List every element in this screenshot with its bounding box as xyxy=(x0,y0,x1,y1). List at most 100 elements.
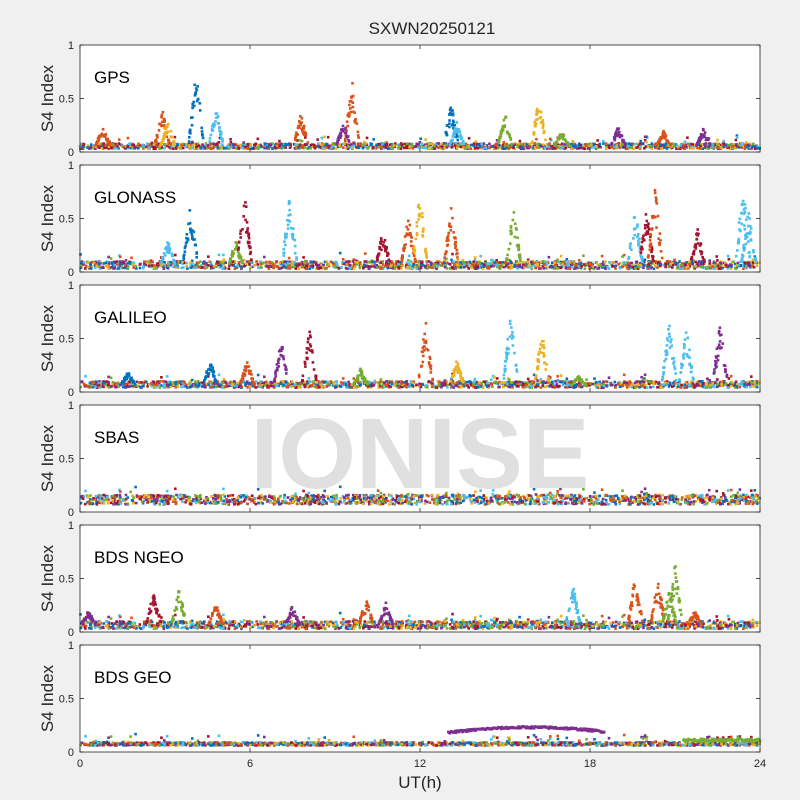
data-point xyxy=(343,142,346,146)
data-point xyxy=(630,248,633,252)
data-point xyxy=(658,232,662,235)
data-point xyxy=(509,229,512,233)
data-point xyxy=(700,142,703,146)
data-point xyxy=(246,386,249,389)
data-point xyxy=(364,146,368,149)
data-point xyxy=(385,245,388,249)
data-point xyxy=(516,267,519,270)
data-point xyxy=(699,262,703,266)
data-point xyxy=(752,249,755,252)
data-point xyxy=(192,238,195,241)
data-point xyxy=(664,142,668,145)
data-point xyxy=(79,261,83,265)
data-point xyxy=(590,266,594,270)
data-point xyxy=(593,382,596,386)
data-point xyxy=(706,377,709,380)
data-point xyxy=(605,146,608,149)
data-point xyxy=(477,382,480,386)
data-point xyxy=(613,134,617,137)
data-point xyxy=(628,146,632,150)
data-point xyxy=(169,385,172,388)
data-point xyxy=(344,131,348,135)
data-point xyxy=(561,383,565,387)
data-point xyxy=(208,142,212,145)
data-point xyxy=(449,207,453,210)
data-point xyxy=(641,257,644,261)
data-point xyxy=(663,132,667,136)
data-point xyxy=(377,260,380,264)
data-point xyxy=(533,146,537,149)
data-point xyxy=(237,261,241,264)
data-point xyxy=(536,262,540,266)
data-point xyxy=(668,260,672,264)
data-point xyxy=(655,202,659,205)
data-point xyxy=(461,259,465,262)
data-point xyxy=(108,142,111,145)
data-point xyxy=(111,264,115,267)
data-point xyxy=(509,224,513,228)
data-point xyxy=(216,260,219,264)
data-point xyxy=(137,142,140,146)
data-point xyxy=(339,132,342,136)
data-point xyxy=(746,263,750,267)
data-point xyxy=(629,242,632,245)
data-point xyxy=(754,256,757,260)
data-point xyxy=(724,262,727,265)
data-point xyxy=(700,252,703,256)
data-point xyxy=(303,265,307,269)
data-point xyxy=(536,379,539,382)
data-point xyxy=(558,144,561,148)
data-point xyxy=(79,253,82,256)
data-point xyxy=(400,143,404,147)
data-point xyxy=(425,253,428,257)
data-point xyxy=(405,146,408,150)
data-point xyxy=(740,259,744,263)
data-point xyxy=(426,142,430,145)
data-point xyxy=(672,142,675,146)
data-point xyxy=(377,386,381,389)
data-point xyxy=(703,135,706,138)
data-point xyxy=(447,262,451,265)
data-point xyxy=(744,237,747,240)
data-point xyxy=(690,146,693,150)
data-point xyxy=(340,128,343,131)
data-point xyxy=(293,260,296,264)
data-point xyxy=(386,147,390,150)
data-point xyxy=(300,121,303,124)
data-point xyxy=(449,106,453,110)
data-point xyxy=(418,265,422,268)
data-point xyxy=(109,257,113,260)
data-point xyxy=(236,250,240,254)
data-point xyxy=(639,384,643,387)
data-point xyxy=(162,265,165,268)
data-point xyxy=(559,134,562,137)
data-point xyxy=(517,248,520,252)
data-point xyxy=(216,115,220,118)
data-point xyxy=(403,142,406,146)
data-point xyxy=(715,380,718,383)
data-point xyxy=(200,381,204,384)
data-point xyxy=(401,385,404,389)
data-point xyxy=(453,236,456,239)
data-point xyxy=(434,263,437,266)
data-point xyxy=(300,265,304,269)
data-point xyxy=(606,265,609,269)
data-point xyxy=(285,261,288,264)
data-point xyxy=(589,263,593,267)
data-point xyxy=(456,138,460,142)
data-point xyxy=(579,143,582,147)
data-point xyxy=(474,264,477,268)
data-point xyxy=(649,235,652,239)
data-point xyxy=(479,254,482,258)
data-point xyxy=(231,249,234,253)
data-point xyxy=(589,265,592,269)
data-point xyxy=(246,142,250,146)
data-point xyxy=(235,244,239,248)
data-point xyxy=(651,216,654,220)
data-point xyxy=(562,137,565,141)
data-point xyxy=(346,124,350,128)
data-point xyxy=(351,142,354,146)
data-point xyxy=(260,145,263,148)
data-point xyxy=(97,137,101,140)
data-point xyxy=(210,147,213,150)
